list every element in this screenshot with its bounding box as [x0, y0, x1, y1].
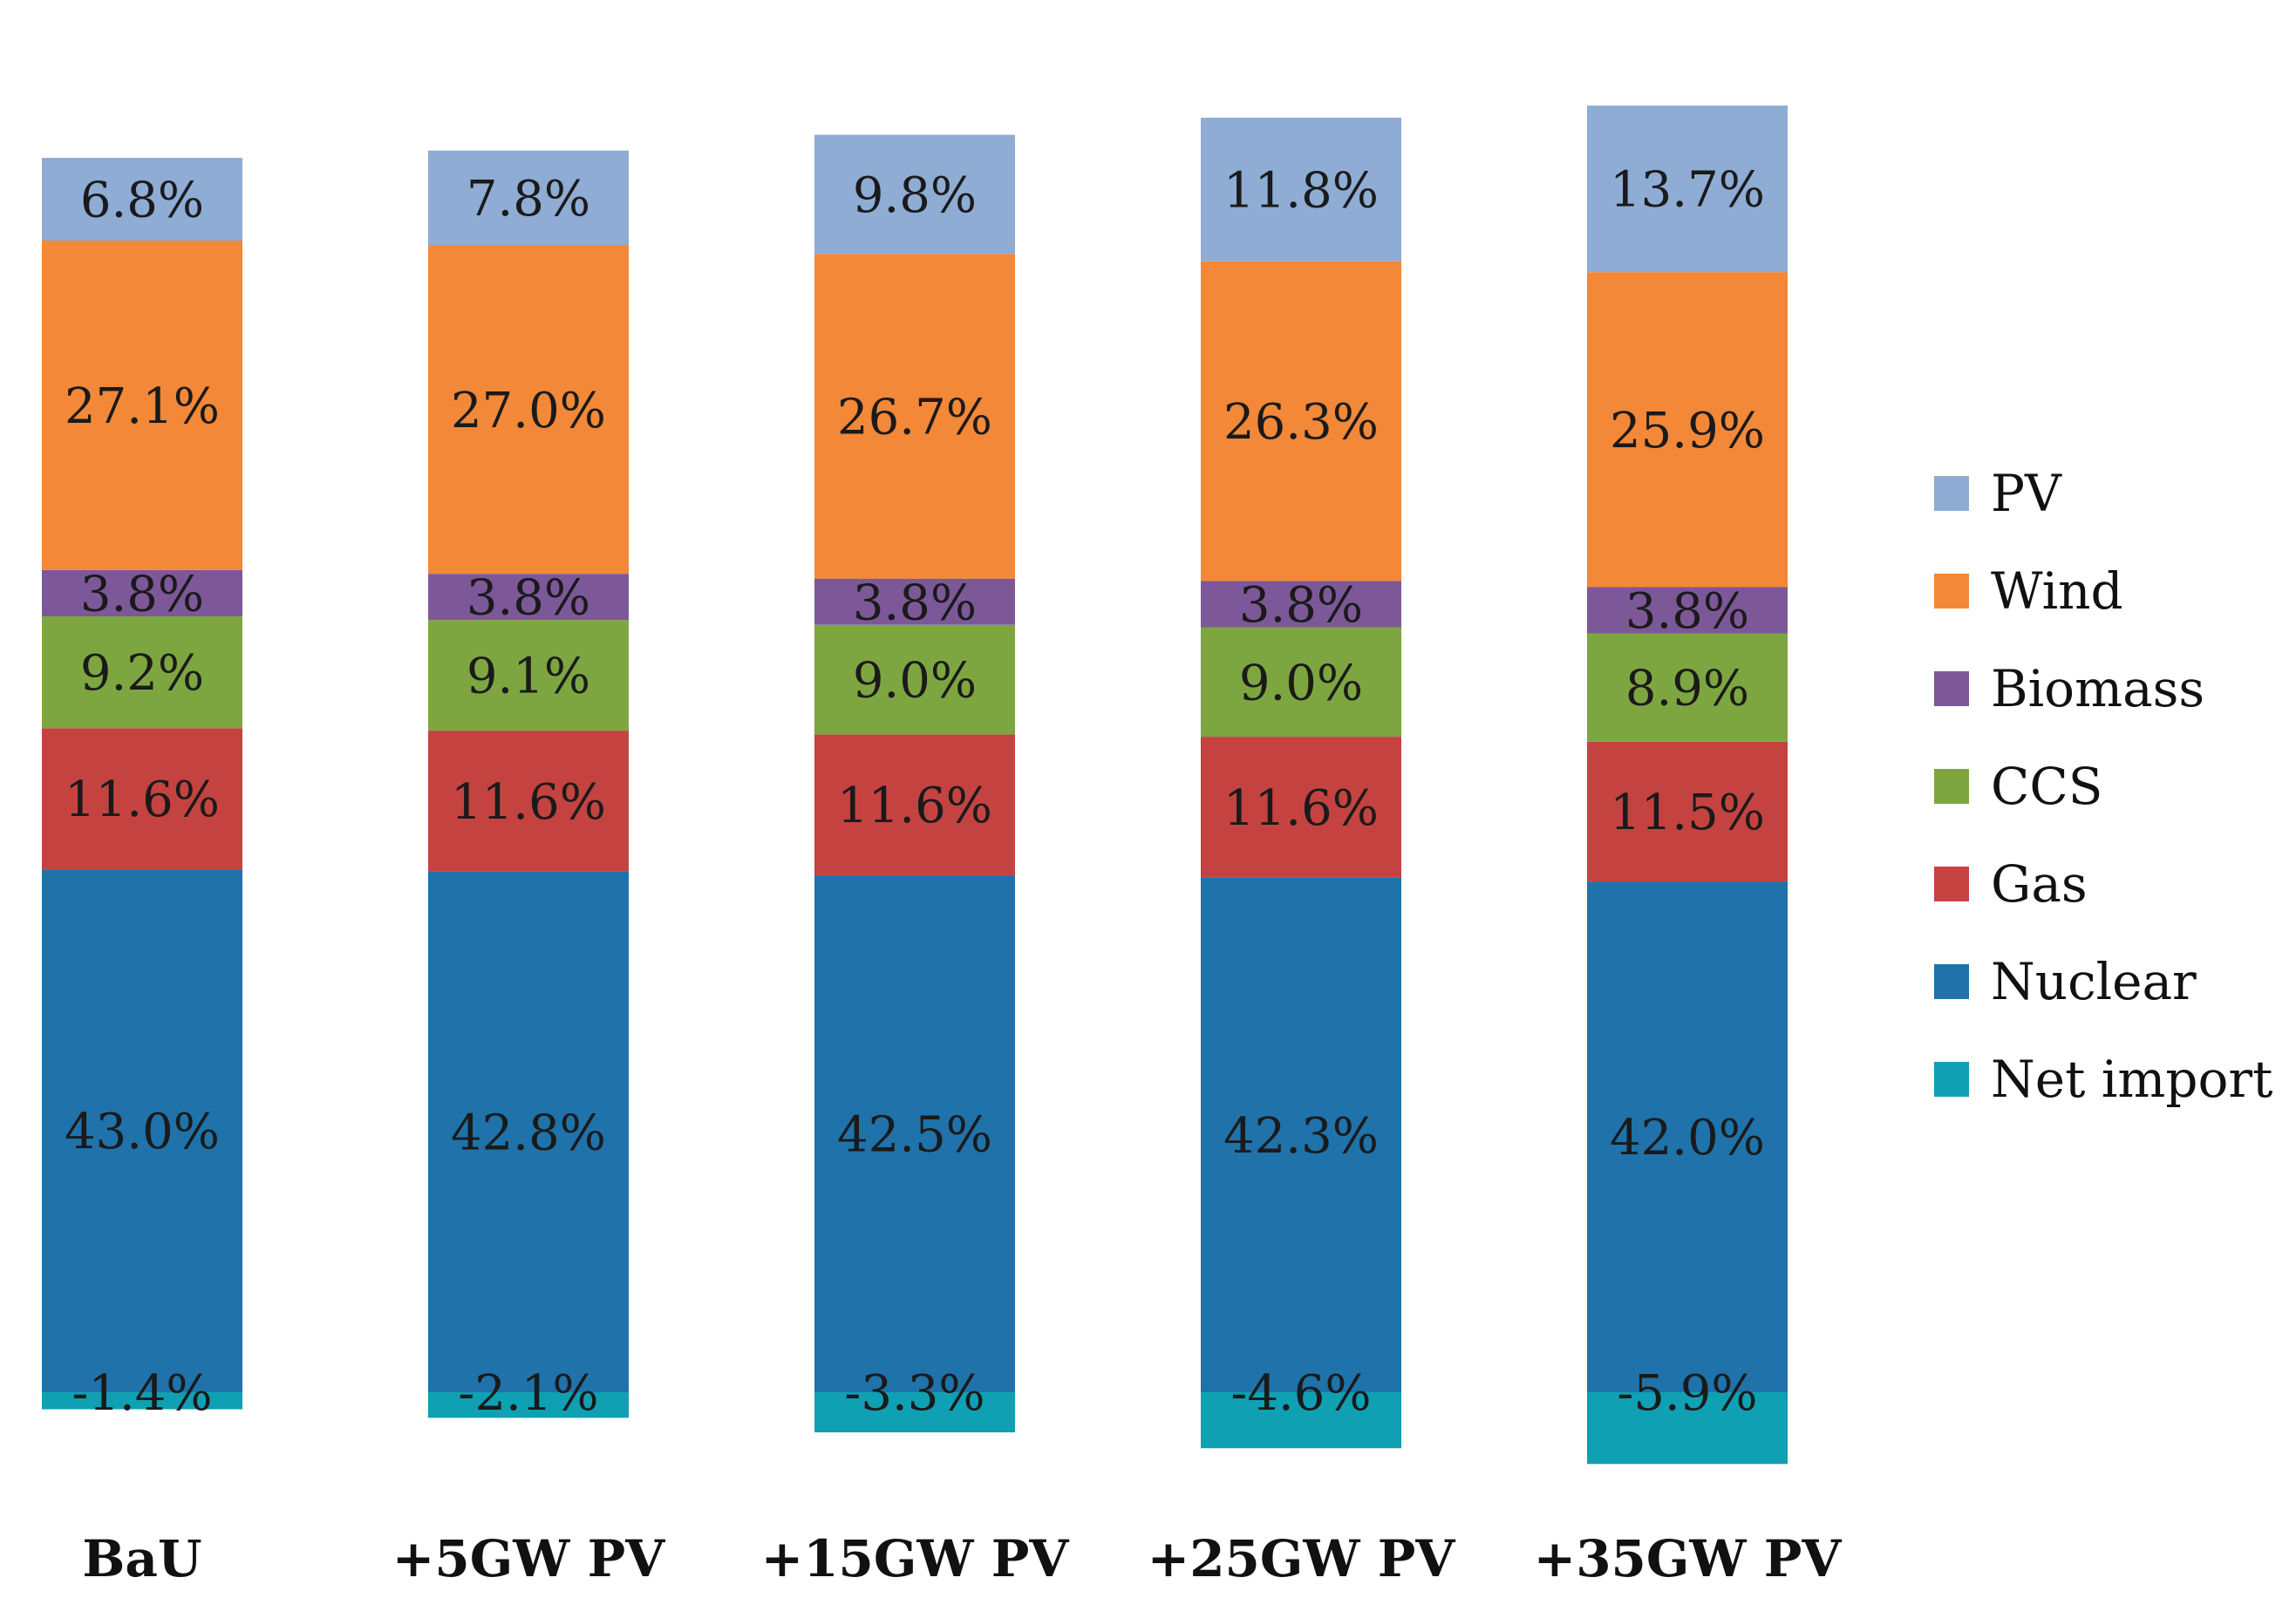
data-label-pv-15gw-pv: 9.8%: [853, 167, 977, 224]
bar-segment-ccs-bau: [42, 616, 242, 729]
bar-segment-ccs-5gw-pv: [428, 620, 629, 731]
bar-segment-nuclear-35gw-pv: [1587, 881, 1788, 1392]
category-labels-layer: BaU +5GW PV +15GW PV +25GW PV +35GW PV: [82, 1529, 1842, 1588]
bar-segment-biomass-25gw-pv: [1201, 581, 1401, 628]
data-label-pv-bau: 6.8%: [80, 173, 204, 229]
data-label-net-import-15gw-pv: -3.3%: [844, 1365, 984, 1422]
data-label-pv-5gw-pv: 7.8%: [467, 171, 590, 228]
legend-label-gas: Gas: [1991, 854, 2088, 914]
data-label-pv-25gw-pv: 11.8%: [1223, 162, 1379, 219]
bar-segment-net-import-bau: [42, 1392, 242, 1410]
bar-segment-net-import-15gw-pv: [814, 1392, 1015, 1432]
legend-swatch-pv: [1934, 476, 1969, 511]
bar-segment-biomass-15gw-pv: [814, 578, 1015, 625]
data-label-nuclear-bau: 43.0%: [65, 1104, 220, 1160]
category-label-25gw-pv: +25GW PV: [1148, 1529, 1456, 1588]
bar-segment-wind-bau: [42, 240, 242, 570]
data-label-biomass-25gw-pv: 3.8%: [1239, 577, 1363, 634]
bar-segment-gas-5gw-pv: [428, 731, 629, 872]
data-label-net-import-35gw-pv: -5.9%: [1617, 1365, 1757, 1422]
data-label-gas-25gw-pv: 11.6%: [1223, 780, 1379, 837]
legend-swatch-net-import: [1934, 1062, 1969, 1097]
data-label-wind-25gw-pv: 26.3%: [1223, 394, 1379, 451]
legend-swatch-ccs: [1934, 769, 1969, 804]
data-label-ccs-25gw-pv: 9.0%: [1239, 655, 1363, 711]
data-label-nuclear-35gw-pv: 42.0%: [1610, 1110, 1765, 1166]
category-label-bau: BaU: [82, 1529, 201, 1588]
data-label-wind-5gw-pv: 27.0%: [451, 383, 606, 439]
data-label-net-import-25gw-pv: -4.6%: [1230, 1365, 1371, 1422]
data-label-pv-35gw-pv: 13.7%: [1610, 162, 1765, 219]
data-label-biomass-5gw-pv: 3.8%: [467, 570, 590, 627]
bar-segment-pv-35gw-pv: [1587, 105, 1788, 273]
category-label-35gw-pv: +35GW PV: [1534, 1529, 1843, 1588]
legend-swatch-biomass: [1934, 671, 1969, 706]
legend-label-wind: Wind: [1991, 561, 2123, 621]
legend-label-pv: PV: [1991, 464, 2062, 523]
bar-segment-gas-25gw-pv: [1201, 737, 1401, 878]
bar-segment-pv-25gw-pv: [1201, 118, 1401, 262]
data-label-biomass-bau: 3.8%: [80, 567, 204, 623]
bar-segment-nuclear-bau: [42, 869, 242, 1392]
bar-segment-wind-15gw-pv: [814, 254, 1015, 579]
data-label-ccs-5gw-pv: 9.1%: [467, 649, 590, 705]
bar-segment-ccs-15gw-pv: [814, 624, 1015, 735]
segment-labels-layer: -1.4% 43.0% 11.6% 9.2% 3.8% 27.1% 6.8% -2.1% 42.…: [65, 162, 1765, 1422]
legend: PV Wind Biomass CCS Gas Nuclear Net import: [1934, 464, 2272, 1109]
data-label-nuclear-5gw-pv: 42.8%: [451, 1105, 606, 1162]
legend-label-ccs: CCS: [1991, 757, 2103, 816]
data-label-net-import-5gw-pv: -2.1%: [458, 1365, 598, 1422]
bar-segment-pv-5gw-pv: [428, 150, 629, 246]
legend-swatch-gas: [1934, 867, 1969, 901]
data-label-ccs-35gw-pv: 8.9%: [1625, 661, 1749, 717]
data-label-nuclear-15gw-pv: 42.5%: [837, 1107, 992, 1164]
bar-segment-ccs-25gw-pv: [1201, 627, 1401, 737]
data-label-wind-bau: 27.1%: [65, 378, 220, 435]
bar-segment-nuclear-25gw-pv: [1201, 877, 1401, 1392]
data-label-biomass-35gw-pv: 3.8%: [1625, 583, 1749, 640]
bar-segment-ccs-35gw-pv: [1587, 633, 1788, 742]
bar-segment-wind-35gw-pv: [1587, 272, 1788, 588]
bar-segment-net-import-35gw-pv: [1587, 1392, 1788, 1465]
legend-swatch-wind: [1934, 574, 1969, 609]
legend-label-nuclear: Nuclear: [1991, 952, 2197, 1011]
bar-segment-net-import-25gw-pv: [1201, 1392, 1401, 1449]
bar-segment-biomass-bau: [42, 570, 242, 616]
bars-layer: [42, 105, 1788, 1465]
data-label-wind-15gw-pv: 26.7%: [837, 390, 992, 446]
legend-swatch-nuclear: [1934, 964, 1969, 999]
bar-segment-nuclear-5gw-pv: [428, 871, 629, 1392]
data-label-wind-35gw-pv: 25.9%: [1610, 403, 1765, 459]
data-label-gas-35gw-pv: 11.5%: [1610, 785, 1765, 841]
data-label-ccs-15gw-pv: 9.0%: [853, 653, 977, 710]
data-label-ccs-bau: 9.2%: [80, 645, 204, 702]
data-label-net-import-bau: -1.4%: [72, 1365, 212, 1422]
data-label-gas-5gw-pv: 11.6%: [451, 774, 606, 831]
bar-segment-gas-15gw-pv: [814, 734, 1015, 876]
data-label-nuclear-25gw-pv: 42.3%: [1223, 1108, 1379, 1165]
bar-segment-wind-25gw-pv: [1201, 261, 1401, 581]
legend-label-biomass: Biomass: [1991, 659, 2204, 718]
bar-segment-pv-15gw-pv: [814, 134, 1015, 255]
bar-segment-pv-bau: [42, 158, 242, 241]
data-label-gas-bau: 11.6%: [65, 772, 220, 828]
bar-segment-biomass-5gw-pv: [428, 574, 629, 621]
category-label-5gw-pv: +5GW PV: [392, 1529, 665, 1588]
bar-segment-gas-bau: [42, 728, 242, 870]
bar-segment-nuclear-15gw-pv: [814, 875, 1015, 1392]
legend-label-net-import: Net import: [1991, 1050, 2272, 1109]
category-label-15gw-pv: +15GW PV: [761, 1529, 1070, 1588]
data-label-biomass-15gw-pv: 3.8%: [853, 575, 977, 631]
bar-segment-gas-35gw-pv: [1587, 741, 1788, 882]
bar-segment-wind-5gw-pv: [428, 245, 629, 575]
data-label-gas-15gw-pv: 11.6%: [837, 778, 992, 834]
bar-segment-biomass-35gw-pv: [1587, 587, 1788, 634]
bar-segment-net-import-5gw-pv: [428, 1392, 629, 1418]
